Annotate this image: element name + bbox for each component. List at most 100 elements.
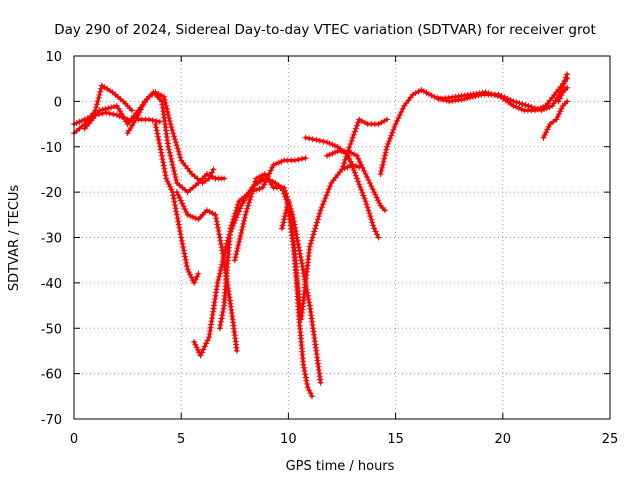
data-point-marker — [183, 209, 190, 215]
data-point-marker — [326, 151, 333, 158]
data-point-marker — [302, 374, 309, 381]
data-point-marker — [381, 155, 388, 162]
data-point-marker — [304, 381, 311, 387]
data-point-marker — [202, 177, 209, 184]
data-point-marker — [359, 189, 366, 196]
data-point-marker — [299, 263, 306, 270]
data-point-marker — [351, 169, 358, 176]
data-point-marker — [278, 158, 285, 165]
data-point-marker — [213, 218, 220, 225]
series-line — [83, 90, 215, 185]
data-point-marker — [354, 122, 360, 129]
data-point-marker — [158, 152, 165, 159]
data-point-marker — [295, 156, 302, 163]
data-point-marker — [418, 87, 425, 93]
data-point-marker — [324, 139, 330, 146]
data-point-marker — [97, 88, 104, 95]
data-point-marker — [221, 249, 228, 256]
data-point-marker — [155, 133, 161, 140]
data-point-marker — [171, 133, 178, 140]
data-point-marker — [244, 205, 251, 212]
data-point-marker — [218, 264, 225, 271]
data-point-marker — [420, 88, 427, 95]
data-point-marker — [99, 106, 106, 113]
data-point-marker — [169, 127, 176, 134]
data-point-marker — [216, 325, 223, 332]
data-point-marker — [305, 292, 311, 299]
data-point-marker — [541, 132, 548, 138]
data-point-marker — [162, 169, 168, 175]
data-point-marker — [368, 183, 375, 190]
axis-ticks: 0 5 10 15 20 25 -70 -60 -50 -40 -30 -20 -10 0 10 — [41, 50, 619, 447]
data-point-marker — [540, 134, 547, 141]
data-point-marker — [373, 194, 380, 201]
data-point-marker — [157, 146, 164, 153]
data-point-marker — [180, 203, 187, 210]
data-point-marker — [187, 212, 194, 219]
data-point-marker — [246, 199, 253, 206]
data-point-marker — [128, 107, 135, 114]
data-point-marker — [177, 231, 184, 238]
data-point-marker — [534, 106, 541, 113]
data-point-marker — [327, 183, 334, 190]
data-point-marker — [270, 161, 277, 168]
data-point-marker — [390, 126, 397, 133]
data-point-marker — [362, 171, 369, 177]
data-point-marker — [279, 225, 285, 232]
data-point-marker — [156, 118, 163, 125]
data-point-marker — [310, 231, 317, 238]
data-point-marker — [379, 161, 386, 168]
series-arc-6 — [173, 189, 240, 354]
data-point-marker — [324, 152, 330, 159]
y-tick-label: -70 — [41, 413, 62, 428]
data-point-marker — [216, 231, 223, 238]
y-tick-label: -40 — [41, 277, 62, 292]
data-point-marker — [385, 140, 392, 147]
data-point-marker — [157, 143, 163, 150]
data-point-marker — [329, 141, 336, 148]
data-point-marker — [179, 200, 186, 207]
data-point-marker — [163, 102, 170, 109]
chart-title: Day 290 of 2024, Sidereal Day-to-day VTE… — [54, 22, 596, 38]
series-arc-12 — [302, 134, 382, 241]
data-point-marker — [156, 140, 163, 147]
data-point-marker — [169, 161, 176, 168]
data-point-marker — [174, 145, 181, 152]
data-point-marker — [356, 181, 363, 188]
data-point-marker — [365, 177, 372, 183]
data-point-marker — [193, 344, 200, 351]
y-tick-label: -50 — [41, 322, 62, 337]
y-tick-label: 10 — [45, 50, 62, 65]
data-point-marker — [369, 219, 376, 226]
data-point-marker — [354, 175, 360, 182]
data-point-marker — [491, 92, 498, 98]
data-point-marker — [358, 186, 365, 193]
data-point-marker — [174, 215, 181, 222]
data-point-marker — [261, 176, 268, 183]
x-axis-label: GPS time / hours — [286, 459, 395, 474]
plot-series — [71, 71, 571, 400]
data-point-marker — [340, 163, 347, 170]
data-point-marker — [215, 228, 222, 234]
data-point-marker — [197, 352, 204, 359]
data-point-marker — [375, 197, 381, 204]
data-point-marker — [275, 159, 282, 166]
data-point-marker — [106, 110, 113, 117]
data-point-marker — [164, 109, 171, 115]
data-point-marker — [366, 180, 373, 187]
data-point-marker — [167, 152, 174, 159]
data-point-marker — [236, 239, 243, 245]
data-point-marker — [266, 170, 273, 177]
data-point-marker — [140, 101, 147, 108]
data-point-marker — [162, 172, 169, 179]
data-point-marker — [367, 213, 374, 220]
data-point-marker — [165, 143, 172, 150]
data-point-marker — [201, 343, 208, 350]
data-point-marker — [281, 216, 288, 223]
data-point-marker — [325, 186, 332, 193]
data-point-marker — [166, 149, 173, 156]
x-tick-label: 15 — [387, 432, 404, 447]
data-point-marker — [426, 91, 432, 98]
data-point-marker — [238, 226, 245, 233]
data-point-marker — [332, 142, 338, 149]
